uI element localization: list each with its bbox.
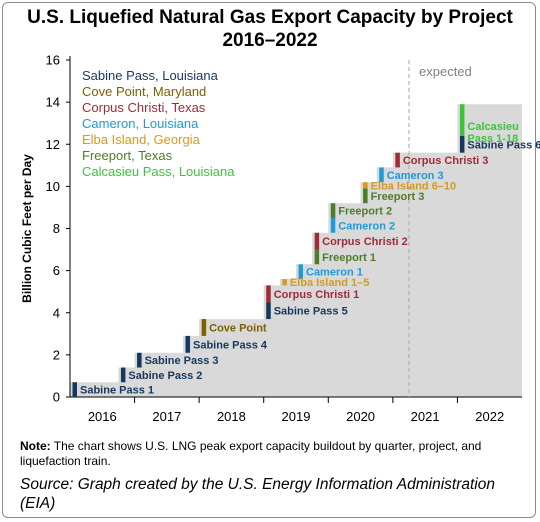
y-tick-label: 10 (46, 179, 60, 194)
y-tick-label: 8 (53, 221, 60, 236)
chart-note: Note: The chart shows U.S. LNG peak expo… (20, 439, 525, 469)
capacity-bar (185, 335, 190, 353)
data-label: Freeport 1 (322, 252, 376, 264)
y-tick-label: 16 (46, 53, 60, 68)
legend-entry: Sabine Pass, Louisiana (82, 68, 219, 83)
source-text: Source: Graph created by the U.S. Energy… (20, 476, 495, 512)
data-label: Cameron 2 (338, 220, 395, 232)
data-label: Sabine Pass 3 (145, 355, 219, 367)
y-tick-label: 2 (53, 347, 60, 362)
capacity-bar (459, 104, 465, 136)
chart-subtitle: 2016–2022 (222, 30, 318, 51)
chart-canvas: 0 2 4 6 8 10 12 14 16 Billion Cubic Feet per Day 2… (20, 53, 540, 425)
capacity-bar (379, 167, 384, 183)
capacity-bar (201, 319, 207, 336)
data-label: Sabine Pass 6 (467, 139, 540, 151)
note-text: The chart shows U.S. LNG peak export cap… (20, 439, 482, 468)
data-label: Cove Point (209, 322, 267, 334)
x-tick-label: 2021 (411, 409, 440, 424)
legend-entry: Corpus Christi, Texas (82, 100, 206, 115)
data-label: Sabine Pass 1 (80, 385, 154, 397)
legend-entry: Freeport, Texas (82, 148, 173, 163)
y-axis-label: Billion Cubic Feet per Day (20, 154, 34, 303)
capacity-bar (137, 352, 142, 368)
y-tick-label: 14 (46, 95, 60, 110)
data-label: Sabine Pass 4 (193, 339, 268, 351)
data-label: Calcasieu Pass 1-18 (467, 121, 518, 145)
capacity-bar (330, 217, 336, 233)
x-tick-label: 2020 (346, 409, 375, 424)
capacity-bar (459, 135, 465, 153)
data-label: Corpus Christi 1 (274, 289, 360, 301)
data-label: Elba Island 1–5 (290, 277, 369, 289)
x-tick-label: 2016 (88, 409, 117, 424)
x-tick-label: 2017 (152, 409, 181, 424)
x-tick-label: 2018 (217, 409, 246, 424)
y-tick-label: 0 (53, 390, 60, 405)
capacity-bar (72, 382, 77, 397)
capacity-bar (282, 279, 287, 286)
capacity-bar (266, 285, 271, 303)
x-tick-label: 2022 (475, 409, 504, 424)
data-label: Cameron 1 (306, 267, 363, 279)
data-label: Freeport 3 (371, 191, 425, 203)
x-tick-label: 2019 (282, 409, 311, 424)
legend-entry: Cove Point, Maryland (82, 84, 206, 99)
capacity-area (70, 104, 522, 397)
capacity-bar (266, 302, 271, 320)
data-label: Corpus Christi 3 (403, 155, 489, 167)
data-label: Sabine Pass 5 (274, 306, 348, 318)
y-tick-label: 12 (46, 137, 60, 152)
capacity-bar (330, 203, 336, 218)
capacity-bar (120, 367, 126, 383)
capacity-bar (363, 188, 368, 204)
capacity-bar (314, 232, 320, 250)
note-label: Note: (20, 439, 51, 453)
y-tick-label: 6 (53, 263, 60, 278)
y-tick-label: 4 (53, 305, 60, 320)
data-label: Corpus Christi 2 (322, 236, 408, 248)
legend-entry: Calcasieu Pass, Louisiana (82, 164, 235, 179)
data-label: Cameron 3 (387, 170, 444, 182)
chart-title: U.S. Liquefied Natural Gas Export Capaci… (27, 7, 513, 28)
capacity-bar (314, 249, 320, 265)
data-label: Freeport 2 (338, 206, 392, 218)
legend-entry: Elba Island, Georgia (82, 132, 201, 147)
capacity-bar (298, 264, 303, 280)
data-label: Sabine Pass 2 (128, 370, 202, 382)
data-label: Elba Island 6–10 (371, 180, 457, 192)
capacity-bar (395, 152, 400, 168)
capacity-bar (363, 182, 368, 189)
legend-entry: Cameron, Louisiana (82, 116, 199, 131)
expected-label: expected (419, 64, 472, 79)
